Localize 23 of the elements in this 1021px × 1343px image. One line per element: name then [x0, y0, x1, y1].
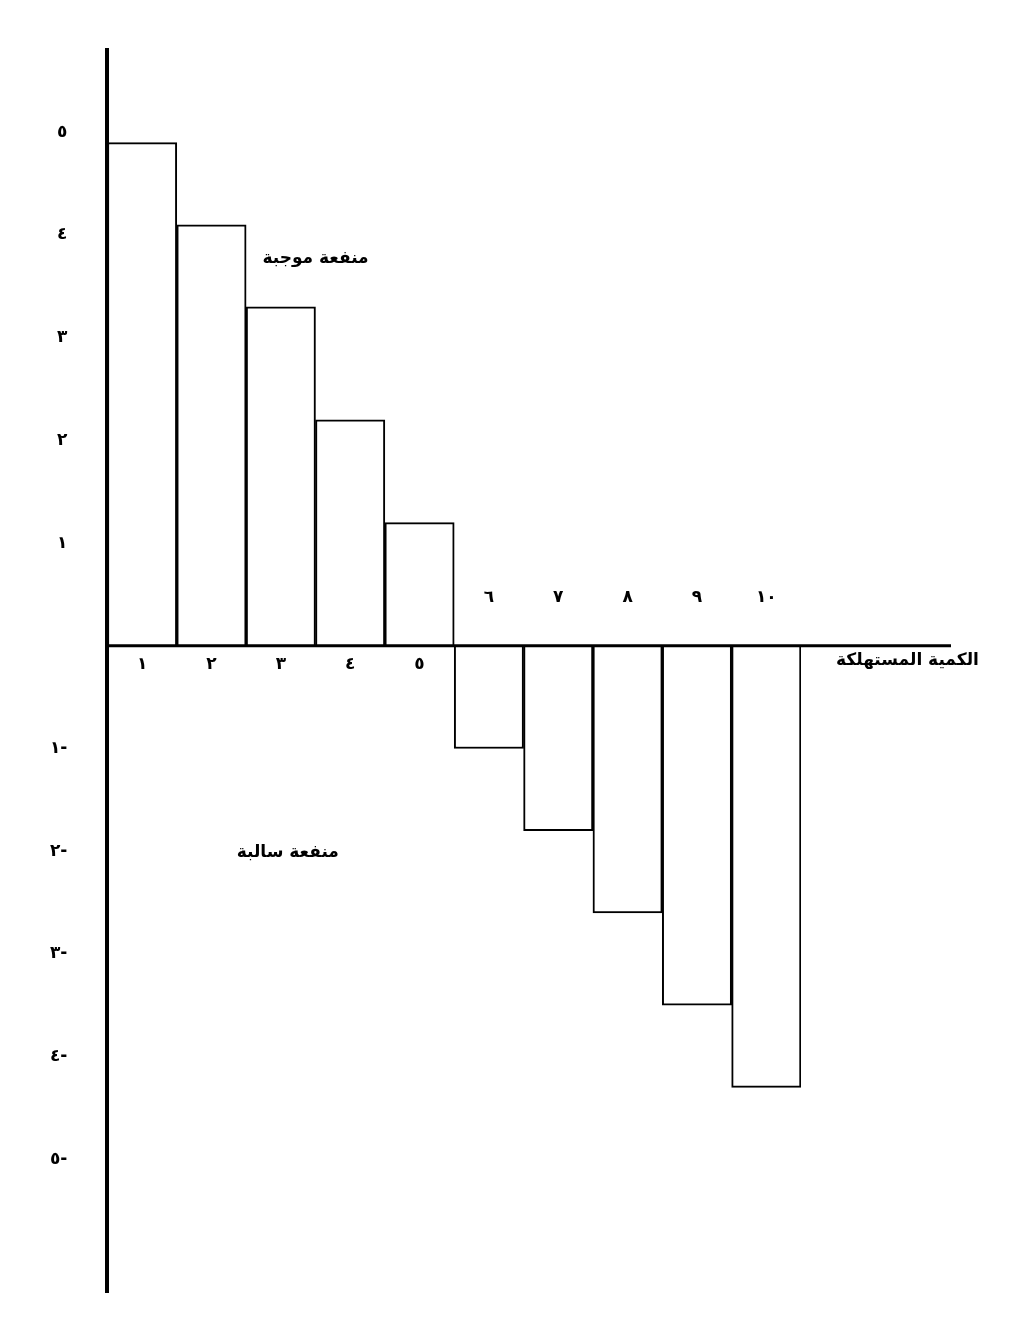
y-tick-label: ٥ — [57, 120, 68, 141]
x-tick-label: ٥ — [414, 652, 425, 673]
y-tick-label: ٣- — [49, 942, 68, 963]
x-tick-label: ١ — [136, 652, 148, 673]
y-tick-label: ٣ — [57, 326, 69, 347]
y-tick-label: ٤- — [49, 1045, 68, 1066]
x-tick-label: ١٠ — [755, 585, 777, 606]
x-tick-label: ٧ — [553, 585, 565, 606]
y-tick-label: ٤ — [57, 223, 68, 244]
y-tick-label: ٥- — [49, 1147, 68, 1168]
annotation: منفعة موجبة — [262, 247, 369, 269]
annotation: منفعة سالبة — [236, 841, 339, 862]
x-tick-label: ٨ — [622, 585, 634, 606]
x-tick-label: ٣ — [275, 652, 287, 673]
x-tick-label: ٦ — [483, 585, 495, 606]
x-tick-label: ٢ — [206, 652, 218, 673]
x-axis-title: الكمية المستهلكة — [836, 648, 979, 670]
y-tick-label: ٢- — [49, 839, 68, 860]
x-tick-label: ٩ — [691, 585, 703, 606]
y-tick-label: ٢ — [57, 428, 69, 449]
y-tick-label: ١ — [57, 531, 68, 552]
y-tick-label: ١- — [49, 736, 68, 757]
x-tick-label: ٤ — [344, 652, 356, 673]
